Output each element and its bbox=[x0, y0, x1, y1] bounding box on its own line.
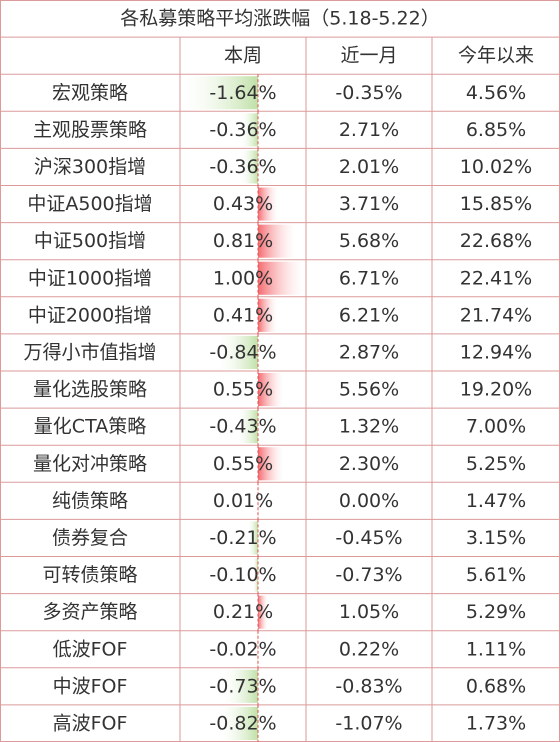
cell-value: -0.36% bbox=[209, 156, 276, 178]
cell-value: 1.32% bbox=[339, 416, 399, 438]
data-bar bbox=[258, 595, 268, 629]
column-header: 近一月 bbox=[340, 45, 397, 67]
data-bar bbox=[258, 187, 278, 221]
cell-value: 2.87% bbox=[339, 341, 399, 363]
cell-value: 3.15% bbox=[466, 527, 526, 549]
cell-value: -0.35% bbox=[335, 82, 402, 104]
cell-value: 19.20% bbox=[460, 379, 532, 401]
cell-value: 0.21% bbox=[213, 601, 273, 623]
cell-value: 21.74% bbox=[460, 304, 532, 326]
row-label: 债券复合 bbox=[52, 527, 128, 549]
cell-value: -0.10% bbox=[209, 564, 276, 586]
cell-value: 0.41% bbox=[213, 304, 273, 326]
cell-value: 1.00% bbox=[213, 267, 273, 289]
data-bar bbox=[248, 521, 258, 555]
cell-value: -1.07% bbox=[335, 712, 402, 734]
row-label: 中证A500指增 bbox=[27, 193, 152, 215]
cell-value: 7.00% bbox=[466, 416, 526, 438]
cell-value: -0.21% bbox=[209, 527, 276, 549]
row-label: 纯债策略 bbox=[52, 490, 128, 512]
cell-value: 1.11% bbox=[466, 638, 526, 660]
row-label: 沪深300指增 bbox=[34, 156, 146, 178]
row-label: 中证500指增 bbox=[34, 230, 146, 252]
cell-value: 2.30% bbox=[339, 453, 399, 475]
cell-value: 5.56% bbox=[339, 379, 399, 401]
row-label: 高波FOF bbox=[53, 712, 128, 734]
cell-value: -1.64% bbox=[209, 82, 276, 104]
row-label: 中波FOF bbox=[53, 675, 128, 697]
cell-value: 1.05% bbox=[339, 601, 399, 623]
cell-value: 0.55% bbox=[213, 379, 273, 401]
row-label: 万得小市值指增 bbox=[23, 341, 156, 363]
row-label: 中证2000指增 bbox=[28, 304, 152, 326]
cell-value: 1.73% bbox=[466, 712, 526, 734]
row-label: 低波FOF bbox=[53, 638, 128, 660]
column-header: 本周 bbox=[224, 45, 262, 67]
data-bar bbox=[238, 410, 258, 444]
cell-value: 10.02% bbox=[460, 156, 532, 178]
cell-value: -0.82% bbox=[209, 712, 276, 734]
cell-value: 22.41% bbox=[460, 267, 532, 289]
cell-value: 6.71% bbox=[339, 267, 399, 289]
cell-value: 0.43% bbox=[213, 193, 273, 215]
cell-value: -0.84% bbox=[209, 341, 276, 363]
cell-value: 6.21% bbox=[339, 304, 399, 326]
cell-value: 5.25% bbox=[466, 453, 526, 475]
row-label: 主观股票策略 bbox=[33, 119, 147, 141]
row-label: 量化CTA策略 bbox=[34, 416, 146, 438]
cell-value: -0.36% bbox=[209, 119, 276, 141]
cell-value: 0.55% bbox=[213, 453, 273, 475]
cell-value: 5.29% bbox=[466, 601, 526, 623]
column-header: 今年以来 bbox=[458, 45, 534, 67]
data-bar bbox=[241, 150, 258, 184]
cell-value: 0.00% bbox=[339, 490, 399, 512]
row-label: 量化选股策略 bbox=[33, 379, 147, 401]
data-bar bbox=[258, 298, 277, 332]
row-label: 多资产策略 bbox=[42, 601, 137, 623]
cell-value: 15.85% bbox=[460, 193, 532, 215]
data-bar bbox=[258, 261, 305, 295]
data-bar bbox=[182, 76, 258, 110]
cell-value: -0.02% bbox=[209, 638, 276, 660]
data-bar bbox=[258, 224, 296, 258]
data-bar bbox=[258, 373, 284, 407]
cell-value: 5.61% bbox=[466, 564, 526, 586]
data-bar bbox=[220, 706, 258, 740]
cell-value: 0.22% bbox=[339, 638, 399, 660]
table-title: 各私募策略平均涨跌幅（5.18-5.22） bbox=[120, 8, 439, 30]
cell-value: 5.68% bbox=[339, 230, 399, 252]
cell-value: -0.83% bbox=[335, 675, 402, 697]
row-label: 中证1000指增 bbox=[28, 267, 152, 289]
row-label: 量化对冲策略 bbox=[33, 453, 147, 475]
data-bar bbox=[258, 447, 284, 481]
cell-value: 3.71% bbox=[339, 193, 399, 215]
cell-value: 0.68% bbox=[466, 675, 526, 697]
data-bar bbox=[224, 669, 258, 703]
cell-value: -0.73% bbox=[209, 675, 276, 697]
data-bar bbox=[253, 558, 258, 592]
cell-value: 6.85% bbox=[466, 119, 526, 141]
cell-value: 4.56% bbox=[466, 82, 526, 104]
cell-value: 0.01% bbox=[213, 490, 273, 512]
data-bar bbox=[219, 335, 258, 369]
cell-value: 2.01% bbox=[339, 156, 399, 178]
cell-value: -0.45% bbox=[335, 527, 402, 549]
cell-value: 12.94% bbox=[460, 341, 532, 363]
data-bar bbox=[241, 113, 258, 147]
cell-value: 1.47% bbox=[466, 490, 526, 512]
data-bar bbox=[257, 632, 258, 666]
cell-value: -0.73% bbox=[335, 564, 402, 586]
cell-value: 22.68% bbox=[460, 230, 532, 252]
cell-value: 0.81% bbox=[213, 230, 273, 252]
cell-value: 2.71% bbox=[339, 119, 399, 141]
row-label: 可转债策略 bbox=[42, 564, 137, 586]
cell-value: -0.43% bbox=[209, 416, 276, 438]
row-label: 宏观策略 bbox=[52, 82, 128, 104]
